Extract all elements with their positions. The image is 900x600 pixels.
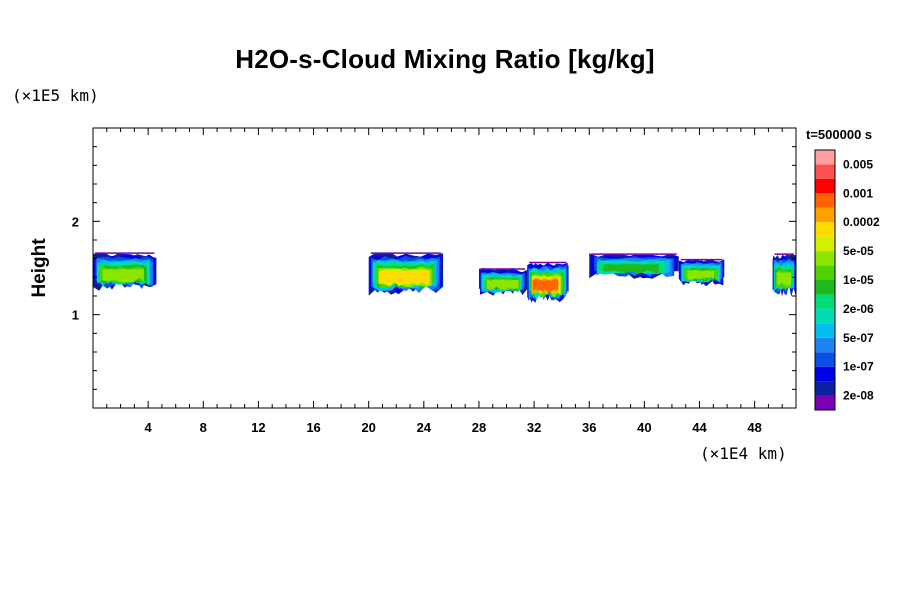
x-tick-label: 48 — [747, 420, 761, 435]
colorbar-swatch — [815, 251, 835, 266]
time-label: t=500000 s — [806, 127, 873, 142]
colorbar-swatch — [815, 164, 835, 179]
x-tick-label: 12 — [251, 420, 265, 435]
colorbar-swatch — [815, 178, 835, 194]
colorbar-swatch — [815, 265, 835, 280]
x-tick-label: 4 — [145, 420, 153, 435]
cloud-contour — [378, 270, 430, 285]
colorbar-swatch — [815, 395, 835, 410]
colorbar-swatch — [815, 294, 835, 309]
x-tick-label: 32 — [527, 420, 541, 435]
y-tick-label: 2 — [72, 214, 79, 229]
cloud-contour — [603, 263, 659, 274]
x-tick-label: 36 — [582, 420, 596, 435]
chart-title: H2O-s-Cloud Mixing Ratio [kg/kg] — [235, 44, 655, 74]
x-tick-label: 44 — [692, 420, 707, 435]
colorbar-swatch — [815, 280, 835, 295]
colorbar-label: 1e-07 — [843, 360, 874, 374]
colorbar-swatch — [815, 366, 835, 382]
colorbar-label: 5e-07 — [843, 331, 874, 345]
colorbar: 2e-08 1e-07 5e-07 2e-06 1e-05 5e-05 0.0002 0.00… — [814, 149, 880, 411]
cloud-regions — [93, 252, 796, 303]
x-tick-label: 20 — [361, 420, 375, 435]
colorbar-swatch — [815, 207, 835, 223]
colorbar-swatch — [815, 337, 835, 353]
colorbar-swatch — [815, 236, 835, 252]
y-axis-ticks: 12 — [72, 146, 796, 390]
cloud-contour — [687, 270, 714, 280]
x-tick-label: 24 — [417, 420, 432, 435]
colorbar-swatch — [815, 381, 835, 396]
colorbar-swatch — [815, 308, 835, 324]
colorbar-label: 1e-05 — [843, 273, 874, 287]
colorbar-label: 2e-08 — [843, 389, 874, 403]
x-tick-label: 40 — [637, 420, 651, 435]
x-axis-ticks: 4 8 12 16 20 24 28 32 36 40 44 48 — [106, 128, 783, 435]
y-tick-label: 1 — [72, 308, 79, 323]
cloud-contour — [532, 279, 559, 293]
plot-frame — [92, 127, 797, 409]
colorbar-frame — [814, 149, 836, 411]
colorbar-swatch — [815, 222, 835, 237]
colorbar-label: 5e-05 — [843, 244, 874, 258]
colorbar-swatch — [815, 323, 835, 338]
x-tick-label: 16 — [306, 420, 320, 435]
cloud-contour — [777, 271, 791, 288]
colorbar-swatch — [815, 150, 835, 165]
x-tick-label: 8 — [200, 420, 207, 435]
colorbar-label: 0.001 — [843, 186, 873, 200]
colorbar-swatch — [815, 193, 835, 208]
colorbar-swatch — [815, 352, 835, 367]
y-axis-unit: (×1E5 km) — [12, 86, 99, 105]
colorbar-label: 0.005 — [843, 157, 873, 171]
colorbar-label: 0.0002 — [843, 215, 880, 229]
cloud-contour — [102, 268, 144, 283]
cloud-contour — [487, 279, 519, 290]
colorbar-label: 2e-06 — [843, 302, 874, 316]
x-axis-unit: (×1E4 km) — [700, 444, 787, 463]
x-tick-label: 28 — [472, 420, 486, 435]
